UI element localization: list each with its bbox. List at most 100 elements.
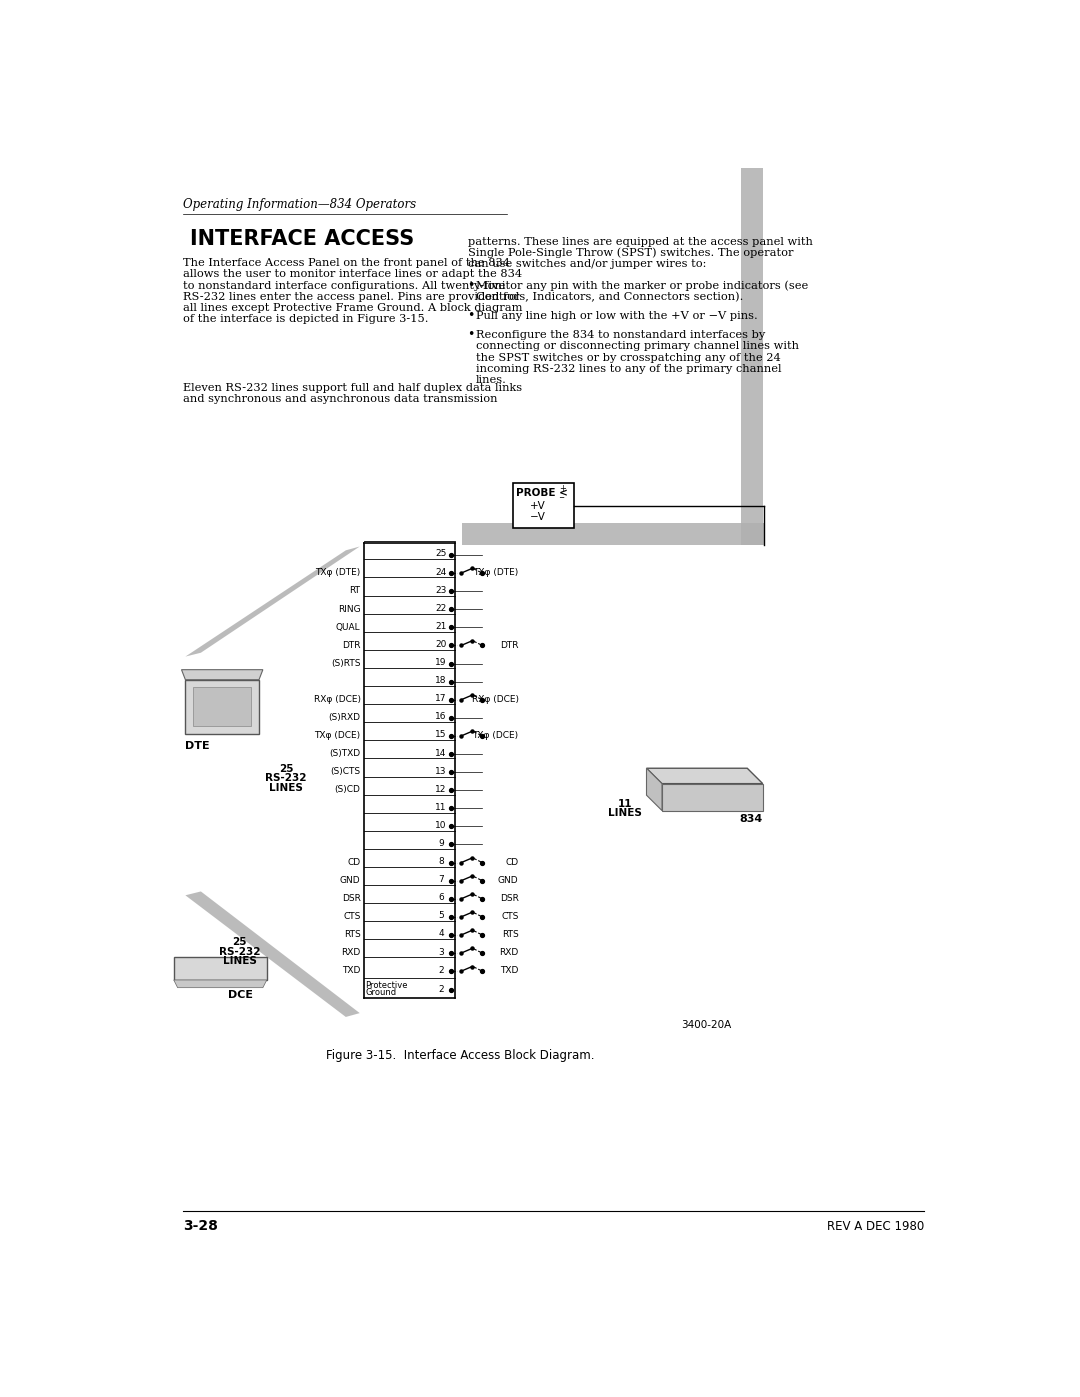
Text: •: •	[467, 309, 474, 323]
Text: LINES: LINES	[222, 956, 257, 965]
Text: Single Pole-Single Throw (SPST) switches. The operator: Single Pole-Single Throw (SPST) switches…	[469, 247, 794, 258]
Text: DTR: DTR	[342, 641, 361, 650]
Text: PROBE <: PROBE <	[516, 488, 568, 497]
Text: of the interface is depicted in Figure 3-15.: of the interface is depicted in Figure 3…	[183, 314, 429, 324]
Text: can use switches and/or jumper wires to:: can use switches and/or jumper wires to:	[469, 258, 706, 270]
Polygon shape	[181, 669, 262, 680]
Text: RXφ (DCE): RXφ (DCE)	[472, 696, 518, 704]
Text: 3-28: 3-28	[183, 1220, 218, 1234]
Text: RTS: RTS	[343, 930, 361, 939]
Bar	[462, 524, 765, 545]
Text: (S)RTS: (S)RTS	[332, 659, 361, 668]
Text: DSR: DSR	[500, 894, 518, 902]
Text: Monitor any pin with the marker or probe indicators (see: Monitor any pin with the marker or probe…	[476, 281, 808, 292]
Text: DSR: DSR	[341, 894, 361, 902]
Text: 4: 4	[438, 929, 444, 939]
Text: RXD: RXD	[499, 949, 518, 957]
Polygon shape	[186, 680, 259, 733]
Text: 2: 2	[438, 985, 444, 993]
Text: 16: 16	[435, 712, 447, 721]
Text: RT: RT	[350, 587, 361, 595]
Text: Protective: Protective	[365, 981, 407, 989]
Text: RXD: RXD	[341, 949, 361, 957]
Text: GND: GND	[340, 876, 361, 884]
Text: 9: 9	[438, 840, 444, 848]
Text: allows the user to monitor interface lines or adapt the 834: allows the user to monitor interface lin…	[183, 270, 522, 279]
Text: RING: RING	[338, 605, 361, 613]
Text: 25: 25	[279, 764, 294, 774]
Text: 7: 7	[438, 875, 444, 884]
Text: TXD: TXD	[500, 967, 518, 975]
Text: Operating Information—834 Operators: Operating Information—834 Operators	[183, 198, 416, 211]
Text: QUAL: QUAL	[336, 623, 361, 631]
Polygon shape	[647, 768, 662, 810]
Text: The Interface Access Panel on the front panel of the 834: The Interface Access Panel on the front …	[183, 258, 510, 268]
Text: DCE: DCE	[228, 989, 253, 1000]
Text: TXφ (DCE): TXφ (DCE)	[473, 731, 518, 740]
Text: 8: 8	[438, 858, 444, 866]
Text: LINES: LINES	[608, 807, 642, 819]
Text: DTR: DTR	[500, 641, 518, 650]
Bar	[741, 56, 762, 545]
Text: 15: 15	[435, 731, 447, 739]
Text: •: •	[467, 328, 474, 341]
Text: INTERFACE ACCESS: INTERFACE ACCESS	[189, 229, 414, 249]
Text: GND: GND	[498, 876, 518, 884]
Text: (S)CTS: (S)CTS	[330, 767, 361, 777]
Polygon shape	[193, 687, 252, 726]
Text: 17: 17	[435, 694, 447, 703]
Text: TXφ (DTE): TXφ (DTE)	[315, 569, 361, 577]
Text: CD: CD	[505, 858, 518, 868]
Polygon shape	[662, 784, 762, 810]
Text: 20: 20	[435, 640, 447, 650]
Text: 2: 2	[438, 965, 444, 975]
Text: CTS: CTS	[343, 912, 361, 921]
Text: Eleven RS-232 lines support full and half duplex data links: Eleven RS-232 lines support full and hal…	[183, 383, 522, 393]
Text: 12: 12	[435, 785, 447, 793]
Bar	[513, 483, 573, 528]
Text: RS-232 lines enter the access panel. Pins are provided for: RS-232 lines enter the access panel. Pin…	[183, 292, 519, 302]
Text: (S)CD: (S)CD	[335, 785, 361, 795]
Text: 19: 19	[435, 658, 447, 666]
Text: _: _	[559, 489, 563, 499]
Text: −V: −V	[530, 513, 546, 522]
Text: 3400-20A: 3400-20A	[681, 1020, 732, 1031]
Text: all lines except Protective Frame Ground. A block diagram: all lines except Protective Frame Ground…	[183, 303, 523, 313]
Text: Ground: Ground	[365, 989, 396, 997]
Text: (S)RXD: (S)RXD	[328, 712, 361, 722]
Text: 11: 11	[618, 799, 632, 809]
Text: DTE: DTE	[186, 740, 210, 752]
Text: patterns. These lines are equipped at the access panel with: patterns. These lines are equipped at th…	[469, 236, 813, 247]
Text: TXφ (DTE): TXφ (DTE)	[473, 569, 518, 577]
Text: CD: CD	[348, 858, 361, 868]
Text: 14: 14	[435, 749, 447, 757]
Text: RTS: RTS	[502, 930, 518, 939]
Text: +V: +V	[530, 500, 546, 511]
Text: •: •	[467, 279, 474, 292]
Text: Figure 3-15.  Interface Access Block Diagram.: Figure 3-15. Interface Access Block Diag…	[326, 1049, 595, 1062]
Text: to nonstandard interface configurations. All twenty-five: to nonstandard interface configurations.…	[183, 281, 505, 291]
Text: TXφ (DCE): TXφ (DCE)	[314, 731, 361, 740]
Text: and synchronous and asynchronous data transmission: and synchronous and asynchronous data tr…	[183, 394, 498, 404]
Text: the SPST switches or by crosspatching any of the 24: the SPST switches or by crosspatching an…	[476, 352, 781, 363]
Polygon shape	[174, 957, 267, 979]
Text: Pull any line high or low with the +V or −V pins.: Pull any line high or low with the +V or…	[476, 312, 758, 321]
Text: 6: 6	[438, 893, 444, 902]
Polygon shape	[174, 979, 267, 988]
Text: 13: 13	[435, 767, 447, 775]
Text: RS-232: RS-232	[219, 947, 260, 957]
Text: TXD: TXD	[342, 967, 361, 975]
Text: 5: 5	[438, 911, 444, 921]
Text: connecting or disconnecting primary channel lines with: connecting or disconnecting primary chan…	[476, 341, 799, 352]
Text: RS-232: RS-232	[266, 774, 307, 784]
Text: Reconfigure the 834 to nonstandard interfaces by: Reconfigure the 834 to nonstandard inter…	[476, 330, 766, 341]
Text: 11: 11	[435, 803, 447, 812]
Text: +: +	[559, 483, 566, 493]
Text: 22: 22	[435, 604, 447, 613]
Text: 18: 18	[435, 676, 447, 685]
Text: lines.: lines.	[476, 374, 507, 384]
Text: CTS: CTS	[501, 912, 518, 921]
Text: 25: 25	[232, 937, 247, 947]
Text: RXφ (DCE): RXφ (DCE)	[313, 696, 361, 704]
Text: 25: 25	[435, 549, 447, 559]
